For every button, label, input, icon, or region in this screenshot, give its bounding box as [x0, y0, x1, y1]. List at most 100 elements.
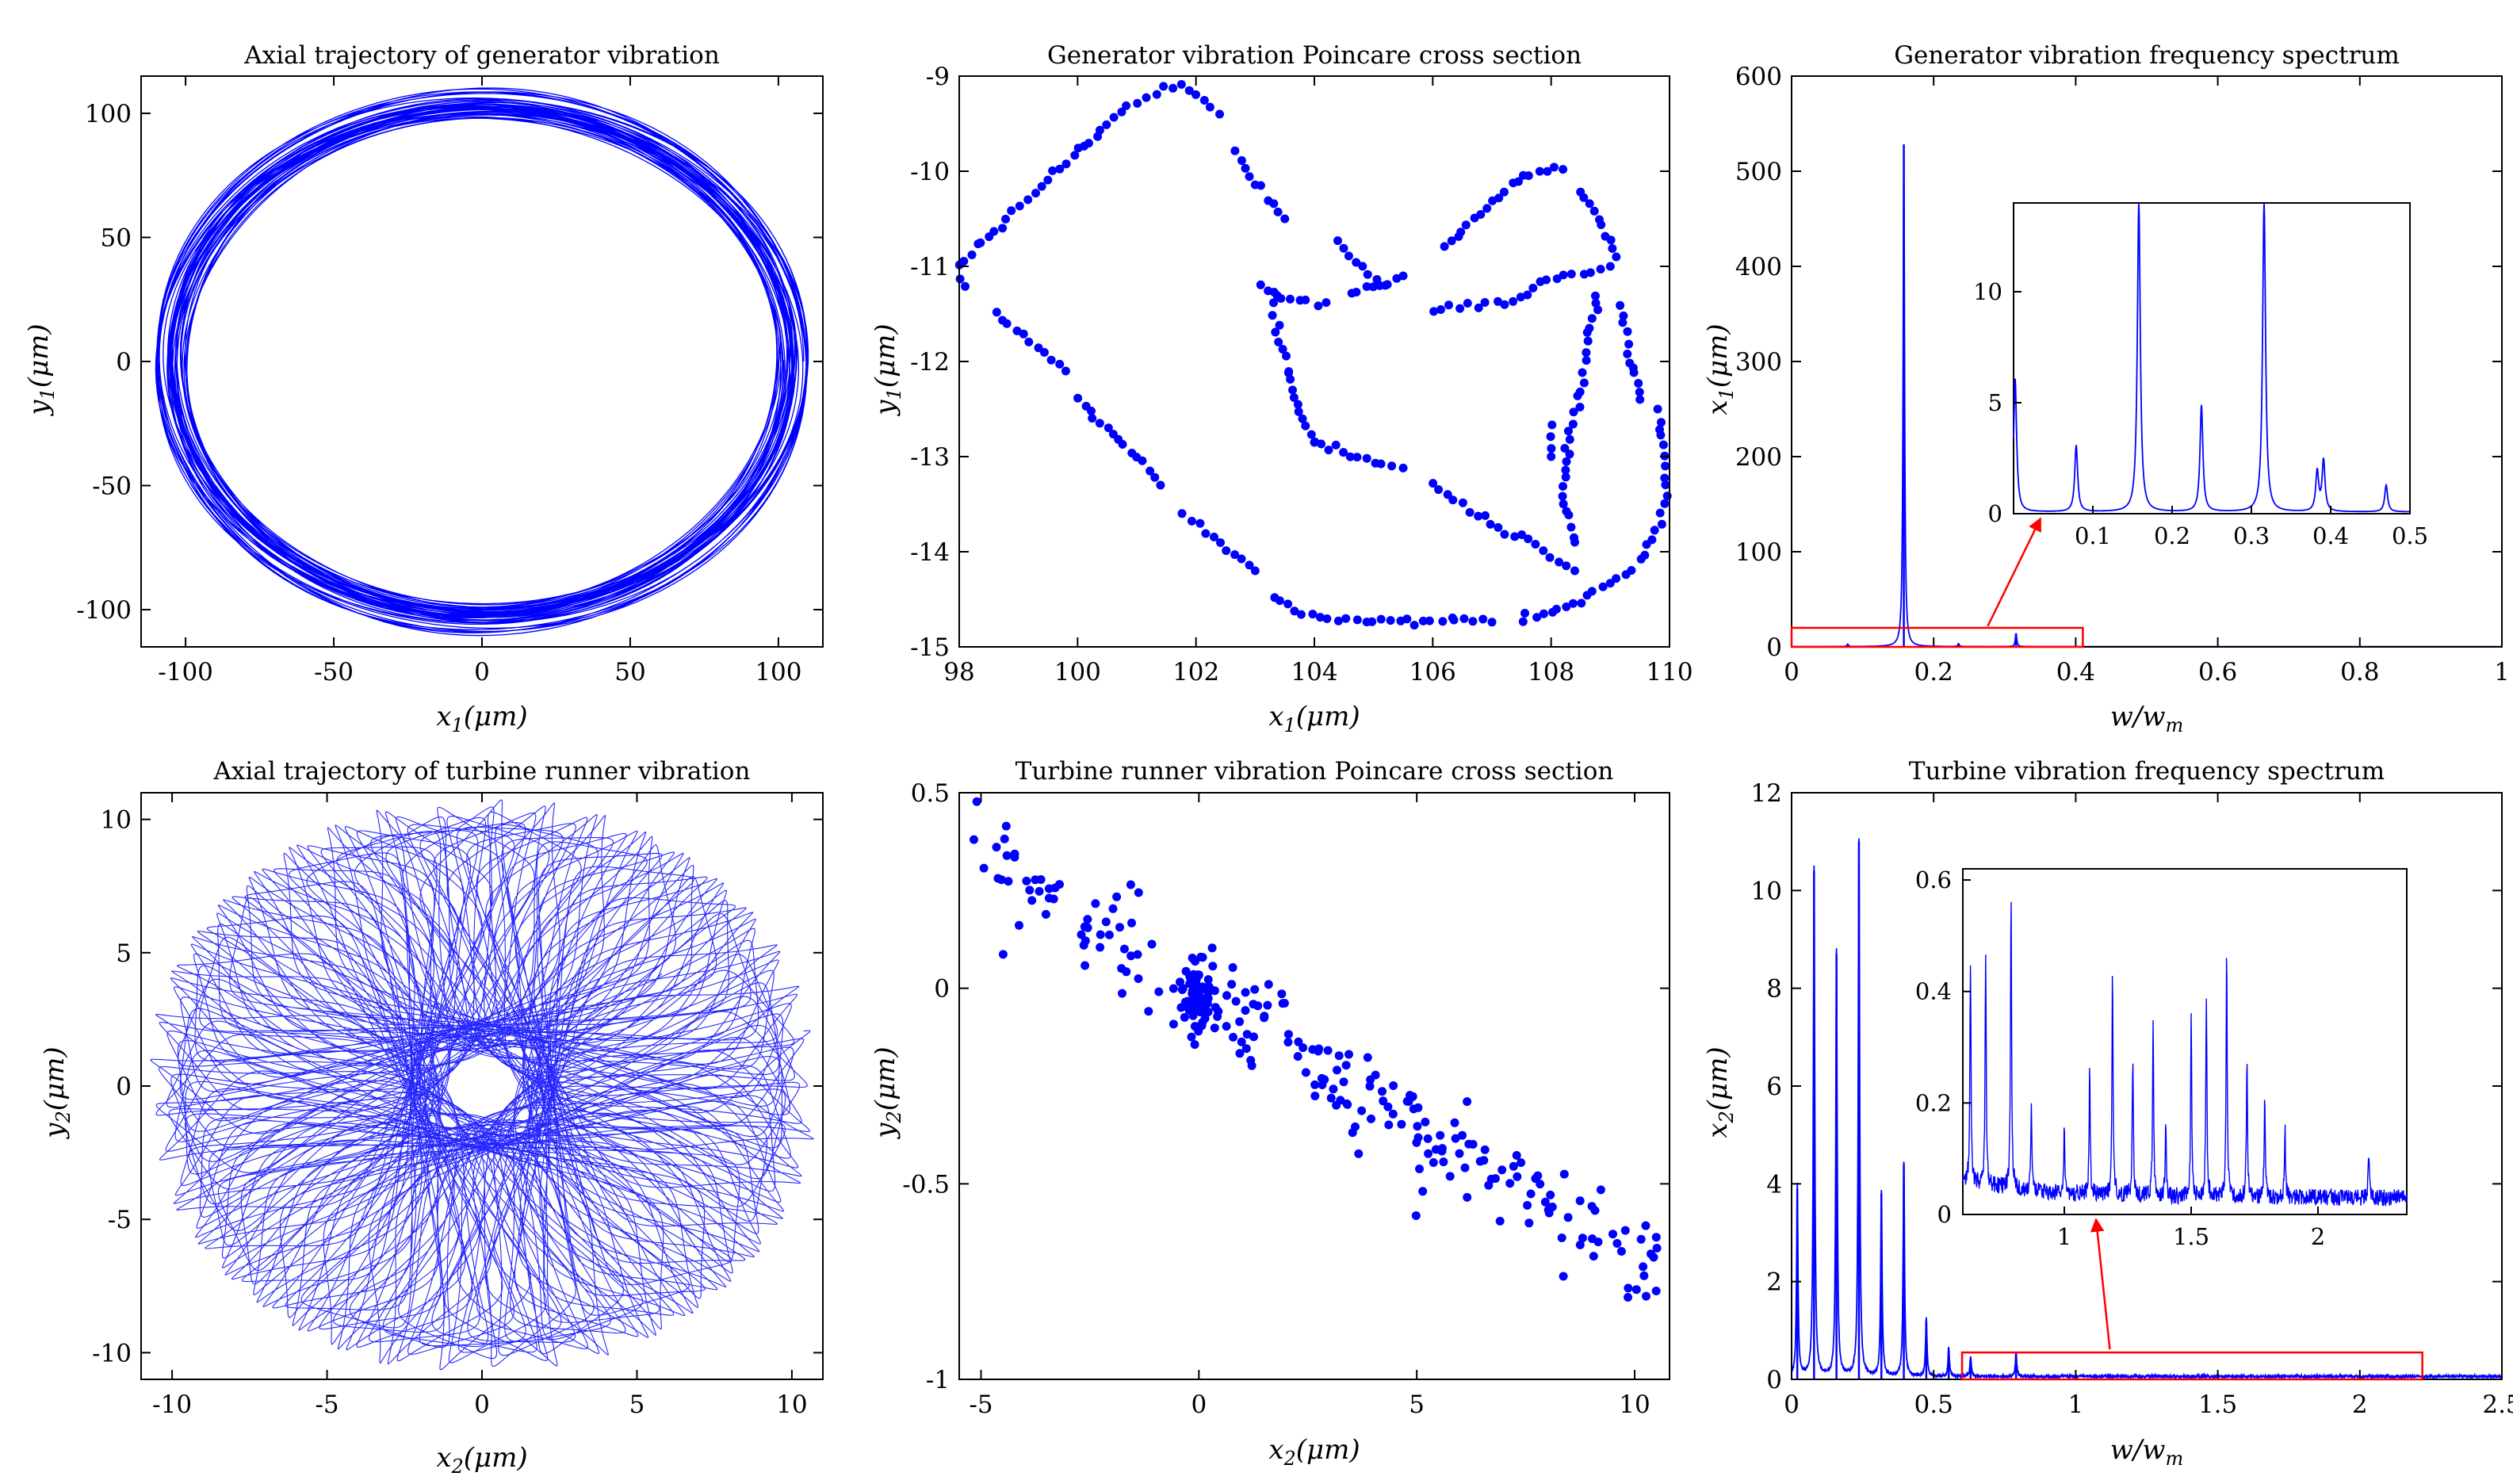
poincare-point [1310, 1092, 1320, 1100]
poincare-point [1605, 579, 1615, 588]
poincare-point [1560, 444, 1570, 453]
poincare-point [1034, 343, 1043, 353]
poincare-point [1096, 930, 1105, 939]
poincare-point [1545, 553, 1555, 562]
x-tick-label: 2.5 [2482, 1390, 2513, 1419]
poincare-point [1598, 582, 1608, 591]
poincare-point [1341, 1061, 1351, 1070]
poincare-point [1308, 610, 1318, 619]
y-tick-label: 12 [1751, 779, 1782, 808]
poincare-point [1344, 1050, 1353, 1059]
poincare-point [1379, 1096, 1388, 1106]
poincare-point [1445, 1172, 1455, 1181]
inset-y-tick-label: 0.6 [1915, 866, 1952, 893]
poincare-point [1460, 1163, 1470, 1172]
poincare-point [1329, 1084, 1338, 1094]
poincare-point [1055, 359, 1065, 369]
poincare-point [1310, 1080, 1320, 1089]
poincare-point [1022, 876, 1031, 885]
poincare-point [1661, 461, 1670, 471]
poincare-point [1652, 1244, 1662, 1253]
poincare-point [1015, 920, 1023, 930]
poincare-point [1046, 355, 1056, 365]
poincare-point [1196, 952, 1206, 962]
zoom-arrow [1987, 517, 2042, 627]
poincare-point [1431, 1145, 1440, 1154]
poincare-point [1539, 609, 1548, 618]
y-tick-label: 8 [1766, 975, 1782, 1004]
inset-y-tick-label: 5 [1988, 389, 2002, 416]
poincare-point [1634, 379, 1643, 388]
poincare-point [1434, 485, 1444, 495]
poincare-point [1517, 1158, 1526, 1168]
inset-spectrum-line [1962, 901, 2408, 1207]
poincare-point [1546, 432, 1555, 442]
inset-frame [2013, 202, 2411, 514]
x-tick-label: 98 [943, 658, 974, 687]
poincare-point [955, 274, 965, 284]
poincare-point [1294, 1037, 1303, 1046]
poincare-point [1322, 614, 1332, 623]
poincare-point [1383, 280, 1392, 289]
poincare-point [1263, 1000, 1272, 1010]
y-tick-label: -13 [910, 443, 950, 472]
poincare-point [1478, 614, 1488, 624]
inset-y-tick-label: 10 [1973, 278, 2002, 305]
poincare-point [1109, 113, 1119, 122]
poincare-point [1314, 1044, 1324, 1054]
poincare-point [1449, 615, 1459, 625]
poincare-point [1363, 270, 1372, 279]
poincare-point [1215, 109, 1224, 119]
x-tick-label: 1.5 [2198, 1390, 2237, 1419]
poincare-point [1582, 356, 1591, 365]
poincare-point [1531, 540, 1540, 549]
inset-x-tick-label: 1.5 [2173, 1223, 2209, 1250]
poincare-point [1290, 606, 1299, 616]
poincare-point [1559, 270, 1568, 280]
poincare-point [1084, 139, 1093, 148]
poincare-point [1549, 163, 1559, 172]
poincare-point [1091, 899, 1100, 908]
poincare-point [1260, 1013, 1269, 1023]
poincare-point [1624, 1293, 1632, 1302]
poincare-point [1339, 1077, 1348, 1087]
axes-frame [140, 75, 824, 648]
inset-x-tick-label: 1 [2057, 1223, 2071, 1250]
poincare-point [1102, 120, 1111, 129]
poincare-point [1629, 368, 1639, 377]
poincare-point [1061, 159, 1071, 169]
poincare-point [998, 950, 1008, 959]
poincare-point [1169, 1019, 1178, 1029]
poincare-point [1409, 1104, 1418, 1114]
poincare-point [1169, 984, 1178, 993]
poincare-point [1352, 288, 1361, 296]
poincare-point [1486, 519, 1495, 529]
chart-title: Axial trajectory of generator vibration [243, 41, 720, 70]
x-tick-label: 0 [1191, 1390, 1207, 1419]
x-tick-label: 0.5 [1914, 1390, 1953, 1419]
x-tick-label: 110 [1646, 658, 1693, 687]
poincare-point [1015, 201, 1024, 211]
poincare-point [1055, 880, 1064, 889]
poincare-point [1458, 498, 1467, 507]
poincare-point [1027, 896, 1037, 905]
y-tick-label: 6 [1766, 1073, 1782, 1101]
poincare-point [1201, 529, 1211, 538]
poincare-point [1587, 587, 1597, 596]
poincare-point [1653, 404, 1662, 414]
poincare-point [1429, 479, 1438, 488]
poincare-point [1134, 888, 1143, 897]
poincare-point [1579, 378, 1589, 388]
poincare-point [1306, 430, 1316, 439]
poincare-point [1138, 456, 1147, 465]
poincare-point [1585, 268, 1595, 277]
poincare-point [1216, 538, 1225, 547]
poincare-point [1077, 930, 1086, 939]
x-tick-label: -5 [969, 1390, 993, 1419]
poincare-point [1494, 193, 1504, 203]
poincare-point [1459, 614, 1469, 623]
poincare-point [1578, 368, 1587, 377]
spectrum-line [1791, 838, 2503, 1381]
poincare-point [1612, 252, 1621, 262]
